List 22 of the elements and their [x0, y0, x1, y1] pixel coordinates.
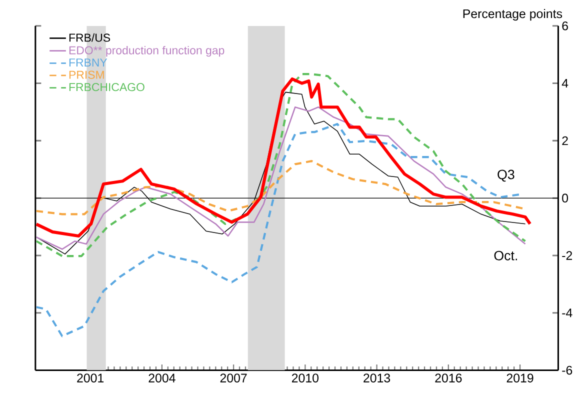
y-axis-title: Percentage points — [463, 8, 562, 20]
x-tick-label: 2013 — [364, 374, 390, 382]
legend-label: FRBCHICAGO — [69, 82, 144, 92]
legend-label: FRB/US — [69, 33, 110, 42]
annotation: Q3 — [498, 170, 514, 182]
y-tick-label: -2 — [562, 251, 572, 260]
x-tick-label: 2019 — [506, 374, 534, 382]
y-tick-label: 4 — [562, 78, 568, 88]
y-tick-label: 2 — [562, 136, 568, 145]
y-tick-label: -4 — [562, 308, 572, 318]
x-tick-label: 2001 — [77, 374, 104, 382]
legend-label: FRBNY — [69, 58, 108, 66]
legend-label: PRISM — [69, 70, 104, 79]
x-tick-label: 2016 — [435, 374, 462, 382]
x-tick-label: 2004 — [148, 374, 176, 382]
y-tick-label: 6 — [562, 21, 568, 30]
y-tick-label: 0 — [562, 194, 568, 202]
y-tick-label: -6 — [562, 366, 572, 375]
x-tick-label: 2007 — [220, 374, 247, 382]
x-tick-label: 2010 — [292, 374, 319, 382]
annotation: Oct. — [494, 250, 517, 260]
legend-label: EDO** production function gap — [69, 46, 224, 57]
